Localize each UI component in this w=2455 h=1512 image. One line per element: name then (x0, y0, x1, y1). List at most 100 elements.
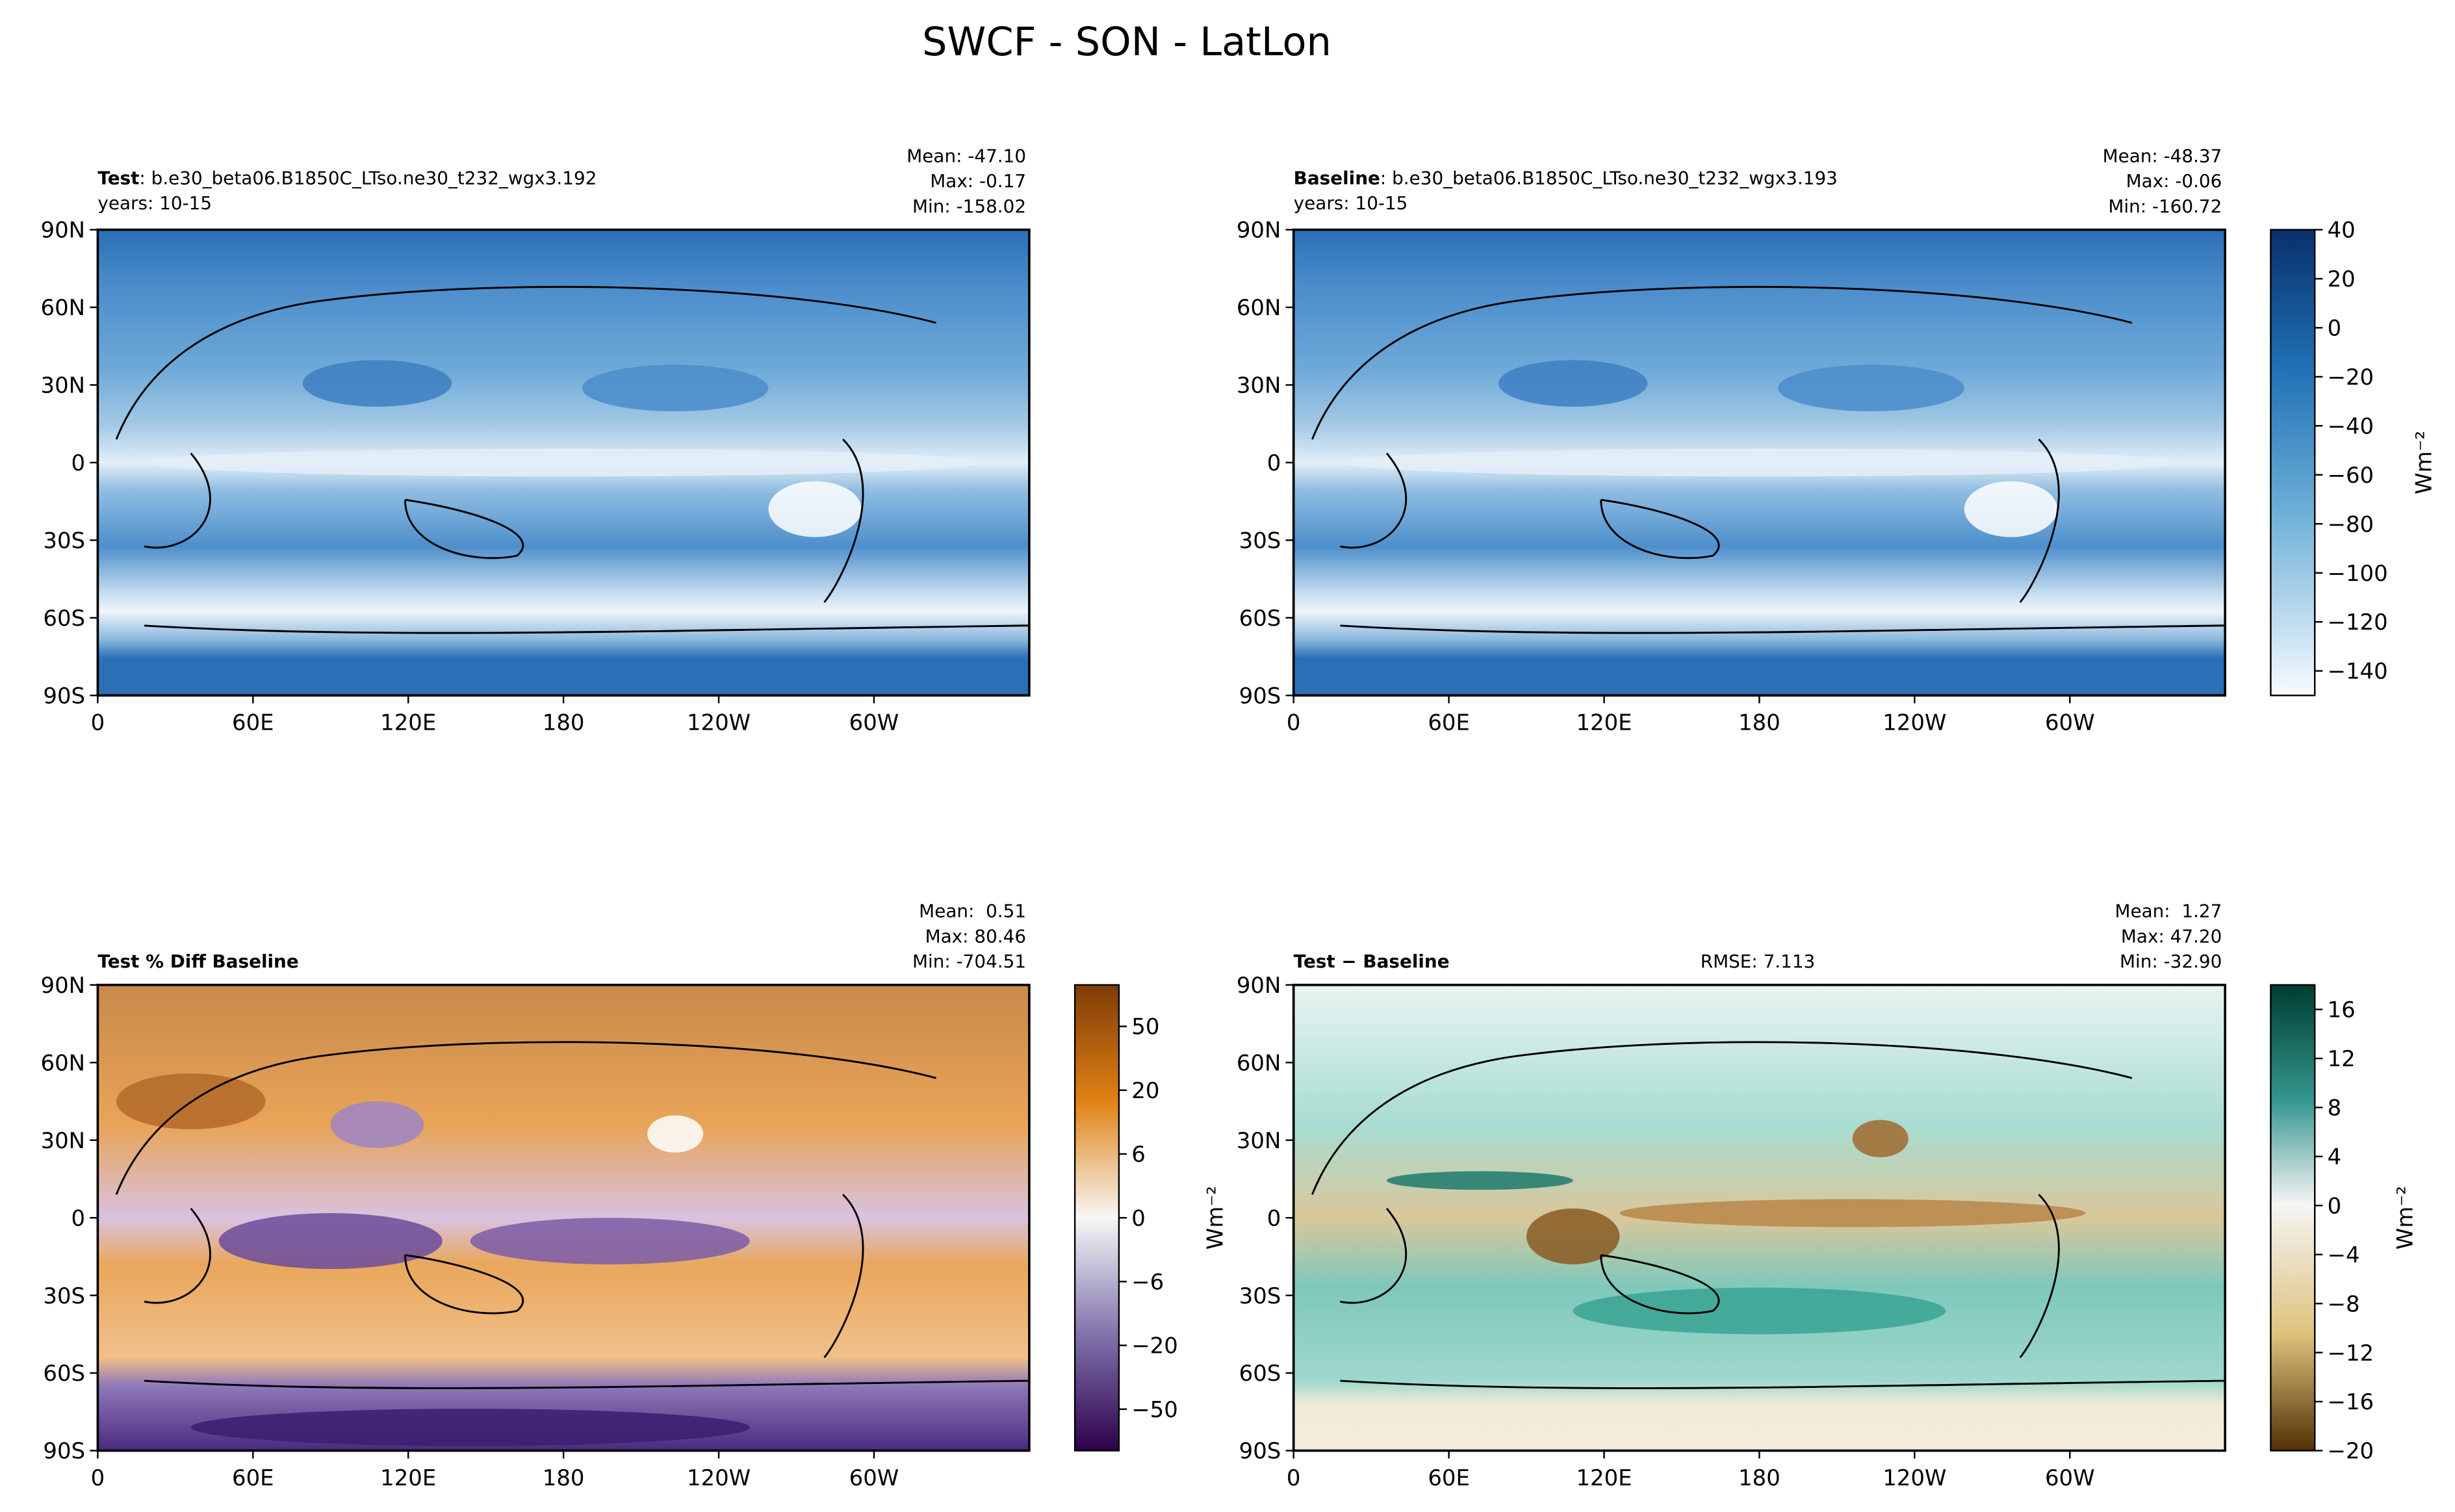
map-patch (1498, 360, 1648, 407)
map-patch (1619, 1199, 2086, 1227)
colorbar-tick-label: 0 (2328, 1193, 2342, 1218)
lat-tick-label: 90S (1239, 683, 1281, 708)
colorbar-tick-label: −80 (2328, 511, 2374, 537)
map-patch (190, 1409, 750, 1446)
panel-title: Test % Diff Baseline (97, 951, 298, 972)
coastline (1340, 624, 2226, 634)
map-patch (582, 365, 769, 412)
coastline (404, 1254, 524, 1314)
panel-years: years: 10-15 (97, 192, 212, 214)
colorbar-tick-label: 4 (2328, 1144, 2342, 1170)
lon-tick-label: 120E (380, 1465, 436, 1491)
lat-tick-label: 90S (43, 683, 85, 708)
coastline (1340, 1207, 1407, 1304)
map-patch (470, 1218, 750, 1264)
panel-stat: Max: -0.17 (930, 170, 1026, 192)
panel-stat: Min: -160.72 (2108, 196, 2222, 217)
lat-tick-label: 90N (41, 973, 85, 998)
lon-tick-label: 180 (543, 710, 585, 736)
lat-tick-label: 60N (1237, 1050, 1281, 1075)
map-patch (302, 360, 452, 407)
lon-tick-label: 180 (1738, 1465, 1780, 1491)
colorbar-tick-label: −12 (2328, 1340, 2374, 1366)
lon-tick-label: 120W (687, 1465, 751, 1491)
coastline (823, 1194, 864, 1359)
colorbar-tick-label: −140 (2328, 659, 2388, 684)
panel-title-bold: Baseline (1294, 167, 1380, 188)
lat-tick-label: 30S (43, 1283, 85, 1309)
coastline (1600, 1254, 1720, 1314)
map-patch (1852, 1120, 1909, 1158)
colorbar-tick-label: −50 (1131, 1397, 1178, 1422)
colorbar-tick-label: 50 (1131, 1014, 1159, 1040)
figure-title: SWCF - SON - LatLon (922, 19, 1331, 65)
map-patch (144, 448, 983, 477)
lon-tick-label: 120E (1576, 1465, 1632, 1491)
colorbar-tick-label: 12 (2328, 1046, 2356, 1071)
colorbar-tick-label: −16 (2328, 1389, 2374, 1415)
colorbar-tick-label: −20 (2328, 365, 2374, 390)
coastline (144, 1207, 211, 1304)
panel-title-rest: : b.e30_beta06.B1850C_LTso.ne30_t232_wgx… (1380, 167, 1838, 188)
lon-tick-label: 0 (91, 1465, 105, 1491)
colorbar-tick-label: −60 (2328, 463, 2374, 488)
map-patch (1778, 365, 1964, 412)
lat-tick-label: 60S (43, 606, 85, 631)
lat-tick-label: 60N (41, 1050, 85, 1075)
lat-tick-label: 30S (1239, 1283, 1281, 1309)
map-field (97, 984, 1029, 1451)
map (1293, 229, 2226, 696)
panel-title: Baseline: b.e30_beta06.B1850C_LTso.ne30_… (1294, 167, 1838, 188)
panel-title: Test: b.e30_beta06.B1850C_LTso.ne30_t232… (97, 167, 597, 188)
lon-tick-label: 60E (232, 1465, 274, 1491)
map-patch (647, 1115, 704, 1153)
colorbar-tick-label: −120 (2328, 609, 2388, 635)
lat-tick-label: 60S (43, 1361, 85, 1386)
lat-tick-label: 90N (1237, 973, 1281, 998)
coastline (1340, 452, 1407, 549)
coastline (115, 1041, 936, 1195)
lat-tick-label: 90S (1239, 1439, 1281, 1464)
lon-tick-label: 60W (2045, 710, 2095, 736)
lon-tick-label: 120W (1883, 1465, 1946, 1491)
lon-tick-label: 180 (543, 1465, 585, 1491)
lon-tick-label: 120W (1883, 710, 1946, 736)
lat-tick-label: 30S (1239, 528, 1281, 553)
lon-tick-label: 60W (849, 710, 899, 736)
lat-tick-label: 60S (1239, 606, 1281, 631)
map-patch (1964, 481, 2058, 537)
lon-tick-label: 0 (91, 710, 105, 736)
map (1293, 984, 2226, 1451)
map-patch (1387, 1171, 1573, 1190)
coastline (144, 624, 1029, 634)
panel-stat: Mean: -48.37 (2103, 145, 2222, 166)
panel-title-bold: Test − Baseline (1294, 951, 1450, 972)
lon-tick-label: 60E (1428, 710, 1470, 736)
map-patch (218, 1213, 443, 1270)
colorbar-tick-label: −20 (2328, 1439, 2374, 1464)
lon-tick-label: 120W (687, 710, 751, 736)
panel-stat: Min: -158.02 (912, 196, 1026, 217)
coastline (144, 1379, 1029, 1389)
map (97, 984, 1029, 1451)
panel-stat: Max: 47.20 (2121, 925, 2222, 947)
colorbar-label: Wm⁻² (2411, 431, 2436, 494)
coastline (1311, 1041, 2133, 1195)
panel-title: Test − Baseline (1294, 951, 1450, 972)
lon-tick-label: 60E (1428, 1465, 1470, 1491)
lat-tick-label: 30N (41, 1128, 85, 1153)
colorbar-tick-label: −20 (1131, 1333, 1178, 1359)
panel-title-bold: Test (97, 167, 139, 188)
colorbar-tick-label: 0 (2328, 316, 2342, 341)
lon-tick-label: 60W (2045, 1465, 2095, 1491)
lat-tick-label: 30N (41, 373, 85, 398)
panel-stat: Mean: -47.10 (906, 145, 1026, 166)
lat-tick-label: 0 (1267, 1205, 1281, 1231)
coastline (1311, 286, 2133, 440)
coastline (2019, 439, 2060, 603)
lat-tick-label: 30N (1237, 1128, 1281, 1153)
colorbar-tick-label: 40 (2328, 218, 2356, 243)
lat-tick-label: 0 (71, 450, 85, 476)
coastline (115, 286, 936, 440)
